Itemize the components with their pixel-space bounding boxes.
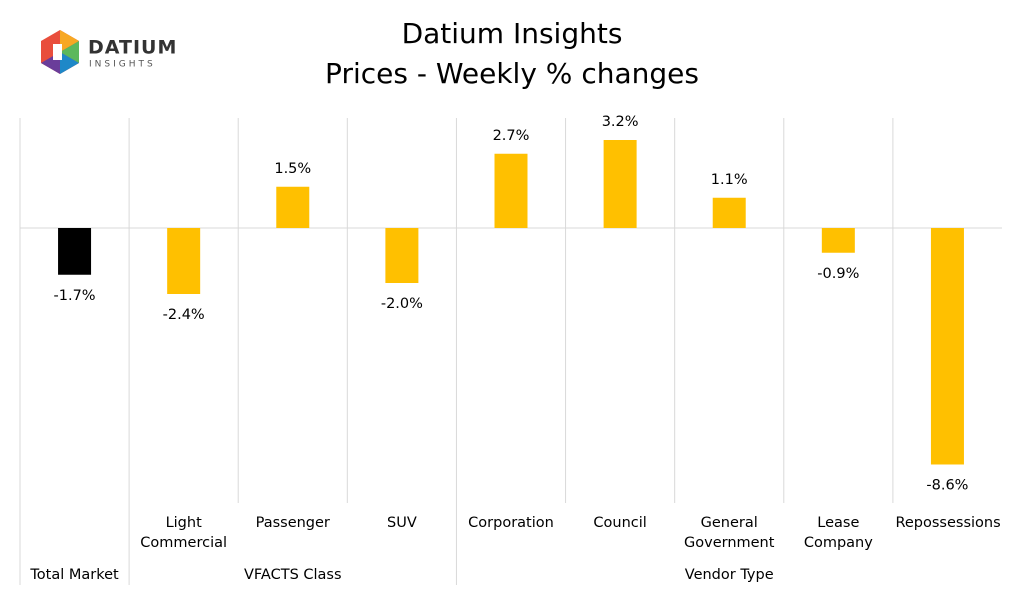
bar [385,228,419,283]
logo-facet [60,41,79,63]
chart-subtitle: Prices - Weekly % changes [325,57,699,90]
x-tick-label: Lease Company [803,515,873,551]
x-tick-label: SUV [387,515,417,531]
logo-facet [60,52,79,74]
x-tick-label: Council [593,515,647,531]
bar [821,228,855,253]
bar [603,140,637,228]
data-label: 3.2% [602,114,639,130]
x-tick-label: Passenger [255,515,330,531]
x-tick-label: Corporation [468,515,554,531]
logo-tagline: INSIGHTS [89,60,156,70]
group-label: Vendor Type [685,567,774,583]
bar [712,197,746,228]
x-tick-label: Repossessions [895,515,1001,531]
x-tick-label: Light Commercial [140,515,228,551]
bar [494,153,528,228]
data-label: -2.0% [381,296,423,312]
data-label: 1.5% [274,161,311,177]
x-tick-label: General Government [684,515,775,551]
data-label: -1.7% [54,288,96,304]
logo-facet [60,30,79,52]
logo-name: DATIUM [88,37,177,59]
group-label: VFACTS Class [244,567,342,583]
bar [276,186,310,228]
logo-mark [53,44,62,60]
logo: DATIUM INSIGHTS [41,30,177,74]
data-label: 1.1% [711,172,748,188]
data-label: 2.7% [493,128,530,144]
bar [167,228,201,294]
data-label: -0.9% [817,266,859,282]
data-label: -2.4% [163,307,205,323]
bar [58,228,92,275]
chart-title: Datium Insights [402,17,623,50]
data-label: -8.6% [926,478,968,494]
bar [930,228,964,465]
group-label: Total Market [29,567,119,583]
